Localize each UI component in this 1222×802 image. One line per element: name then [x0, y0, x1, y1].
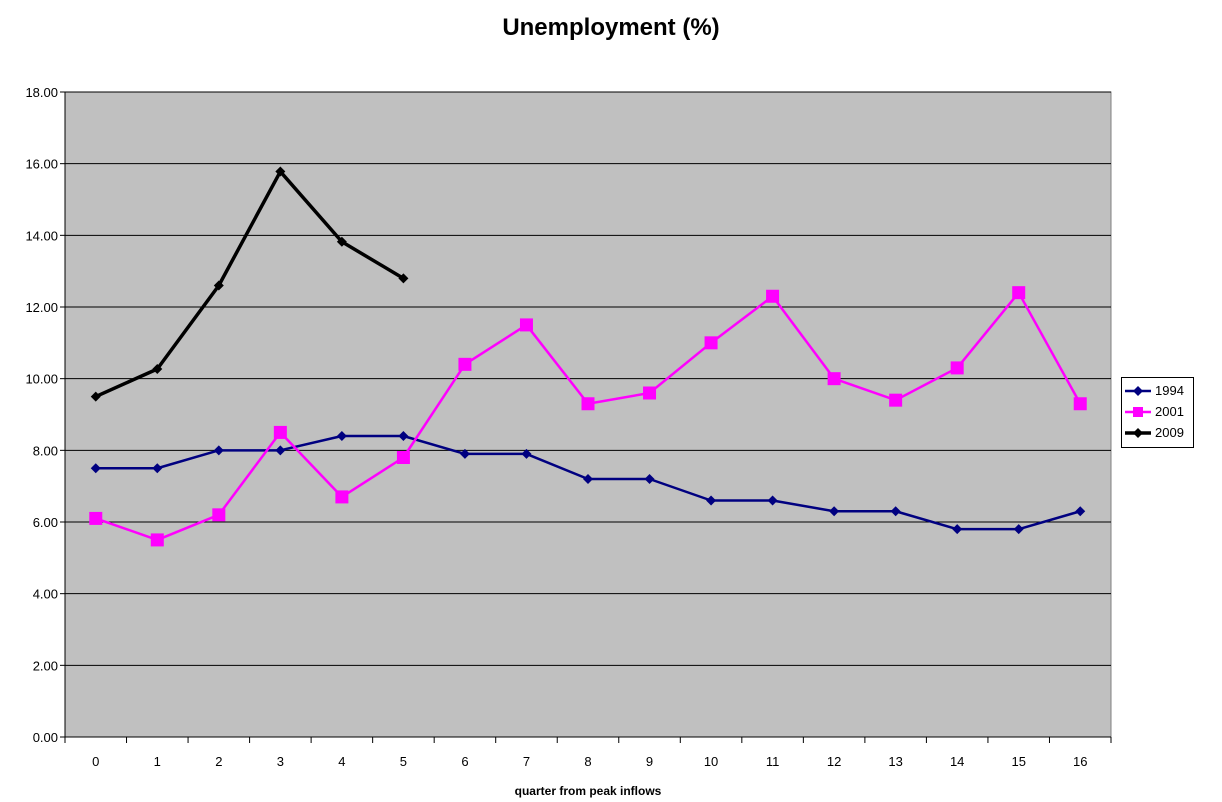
data-point: [1075, 506, 1086, 517]
data-point: [398, 431, 409, 441]
y-tick-label: 18.00: [25, 85, 58, 100]
data-point: [150, 533, 164, 547]
data-point: [889, 393, 903, 407]
plot-area: [64, 91, 1112, 738]
series-line-2009: [95, 169, 405, 399]
data-point: [644, 474, 655, 484]
data-point: [1012, 286, 1026, 300]
data-point: [890, 506, 901, 517]
legend-swatch: [1125, 427, 1151, 438]
data-point: [398, 273, 409, 284]
data-point: [273, 425, 287, 439]
data-point: [521, 448, 532, 459]
data-point: [336, 236, 347, 247]
data-point: [459, 448, 470, 459]
data-point: [213, 445, 224, 456]
x-tick-label: 16: [1073, 754, 1087, 769]
x-tick-label: 7: [523, 754, 530, 769]
data-point: [827, 372, 841, 386]
x-tick-label: 9: [646, 754, 653, 769]
legend-label: 1994: [1155, 383, 1184, 398]
data-point: [581, 397, 595, 411]
x-tick-label: 13: [888, 754, 902, 769]
data-point: [335, 490, 349, 504]
y-tick-label: 14.00: [25, 228, 58, 243]
x-tick-label: 3: [277, 754, 284, 769]
data-point: [829, 506, 840, 517]
data-point: [1073, 397, 1087, 411]
data-point: [90, 463, 101, 474]
y-tick-label: 0.00: [33, 730, 58, 745]
x-tick-label: 11: [766, 754, 780, 769]
legend: 1994 2001 2009: [1121, 377, 1194, 448]
y-tick-label: 12.00: [25, 300, 58, 315]
data-point: [89, 511, 103, 525]
data-point: [704, 336, 718, 350]
data-point: [950, 361, 964, 375]
data-point: [458, 357, 472, 371]
legend-item-1994: 1994: [1125, 380, 1190, 401]
x-tick-label: 4: [338, 754, 345, 769]
y-tick-label: 16.00: [25, 157, 58, 172]
chart-title: Unemployment (%): [502, 14, 720, 41]
x-tick-label: 15: [1011, 754, 1025, 769]
data-point: [519, 318, 533, 332]
x-tick-label: 0: [92, 754, 99, 769]
x-tick-label: 6: [461, 754, 468, 769]
series-2001: [89, 286, 1087, 547]
data-point: [336, 431, 347, 441]
data-point: [212, 508, 226, 522]
y-tick-label: 10.00: [25, 372, 58, 387]
data-point: [643, 386, 657, 400]
data-point: [766, 289, 780, 303]
data-point: [396, 451, 410, 464]
series-lines: [89, 166, 1087, 547]
x-tick-label: 12: [827, 754, 841, 769]
legend-swatch: [1125, 385, 1151, 396]
x-tick-label: 5: [400, 754, 407, 769]
data-point: [275, 445, 286, 456]
axes: 0.00 2.00 4.00 6.00 8.00 10.00 12.00 14.00 16.00…: [25, 85, 1112, 769]
series-1994: [90, 431, 1086, 535]
data-point: [213, 280, 224, 291]
x-tick-label: 1: [154, 754, 161, 769]
y-tick-label: 2.00: [33, 658, 58, 673]
legend-item-2001: 2001: [1125, 401, 1190, 422]
x-tick-label: 10: [704, 754, 718, 769]
data-point: [90, 391, 101, 402]
legend-label: 2009: [1155, 425, 1184, 440]
data-point: [952, 524, 963, 535]
y-tick-label: 4.00: [33, 587, 58, 602]
data-point: [583, 474, 593, 484]
legend-label: 2001: [1155, 404, 1184, 419]
x-axis-label: quarter from peak inflows: [515, 784, 662, 798]
data-point: [152, 363, 163, 374]
data-point: [275, 166, 286, 177]
legend-item-2009: 2009: [1125, 422, 1190, 443]
x-tick-label: 2: [215, 754, 222, 769]
y-tick-label: 6.00: [33, 515, 58, 530]
x-tick-label: 14: [950, 754, 964, 769]
data-point: [152, 463, 163, 474]
data-point: [767, 495, 778, 506]
data-point: [1013, 524, 1024, 535]
legend-swatch: [1125, 406, 1151, 417]
x-tick-label: 8: [584, 754, 591, 769]
data-point: [706, 495, 717, 506]
series-2009: [90, 166, 409, 402]
y-tick-label: 8.00: [33, 443, 58, 458]
